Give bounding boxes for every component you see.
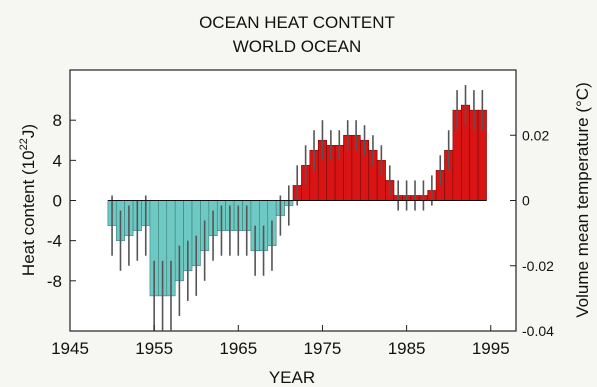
- x-tick-label-1995: 1995: [472, 339, 510, 358]
- y-tick-label-3: -4: [47, 232, 62, 251]
- y2-tick-label-0: 0.02: [522, 127, 549, 143]
- y-axis-label: Heat content (1022J): [18, 124, 38, 276]
- y2-tick-label-1: 0: [522, 193, 530, 209]
- y-tick-label-1: 4: [53, 151, 62, 170]
- x-tick-label-1975: 1975: [304, 339, 342, 358]
- y-axis-label-exponent: 22: [18, 138, 30, 150]
- y-tick-label-0: 8: [53, 111, 62, 130]
- chart-subtitle: WORLD OCEAN: [233, 37, 361, 56]
- chart-title: OCEAN HEAT CONTENT: [199, 13, 395, 32]
- y-axis-label-main: Heat content (10: [19, 150, 38, 276]
- y2-tick-label-3: -0.04: [522, 323, 554, 339]
- axes-group: 1945 1955 1965 1975 1985 1995 8 4 0 -4 -8 0.02 0 -0.0…: [47, 111, 554, 358]
- x-tick-label-1955: 1955: [135, 339, 173, 358]
- x-tick-label-1965: 1965: [219, 339, 257, 358]
- error-bar-group: [111, 85, 484, 331]
- y2-tick-label-2: -0.02: [522, 258, 554, 274]
- x-axis-label: YEAR: [269, 368, 315, 387]
- x-tick-label-1945: 1945: [51, 339, 89, 358]
- y-tick-label-2: 0: [53, 192, 62, 211]
- y-tick-label-4: -8: [47, 272, 62, 291]
- y-axis-label-unit: J): [19, 124, 38, 138]
- x-tick-label-1985: 1985: [388, 339, 426, 358]
- y2-axis-label: Volume mean temperature (°C): [573, 82, 592, 317]
